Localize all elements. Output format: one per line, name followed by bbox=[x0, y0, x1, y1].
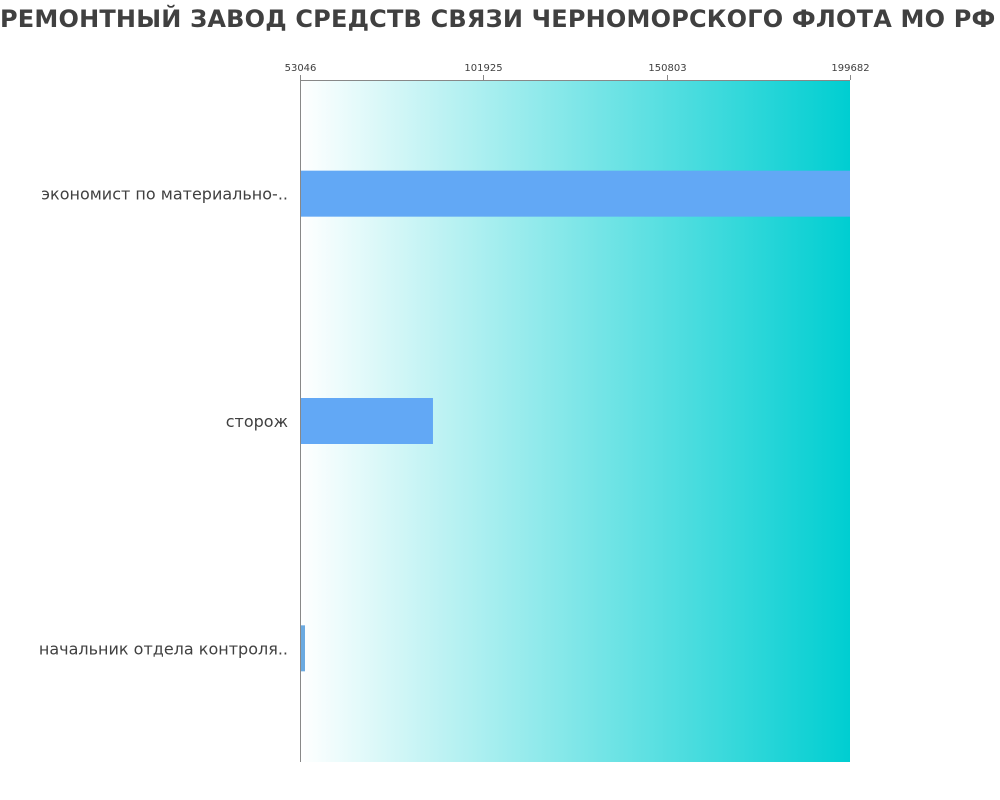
category-label-3: начальник отдела контроля.. bbox=[39, 639, 288, 658]
x-tick-label-1: 53046 bbox=[285, 63, 317, 74]
x-tick-label-4: 199682 bbox=[831, 63, 869, 74]
category-label-1: экономист по материально-.. bbox=[41, 185, 288, 204]
bar-3 bbox=[300, 625, 305, 672]
x-tick-label-2: 101925 bbox=[464, 63, 502, 74]
category-label-2: сторож bbox=[226, 412, 288, 431]
bar-2 bbox=[300, 398, 433, 444]
chart-title: РЕМОНТНЫЙ ЗАВОД СРЕДСТВ СВЯЗИ ЧЕРНОМОРСК… bbox=[0, 5, 1000, 33]
x-tick-label-3: 150803 bbox=[648, 63, 686, 74]
bar-1 bbox=[300, 170, 850, 217]
